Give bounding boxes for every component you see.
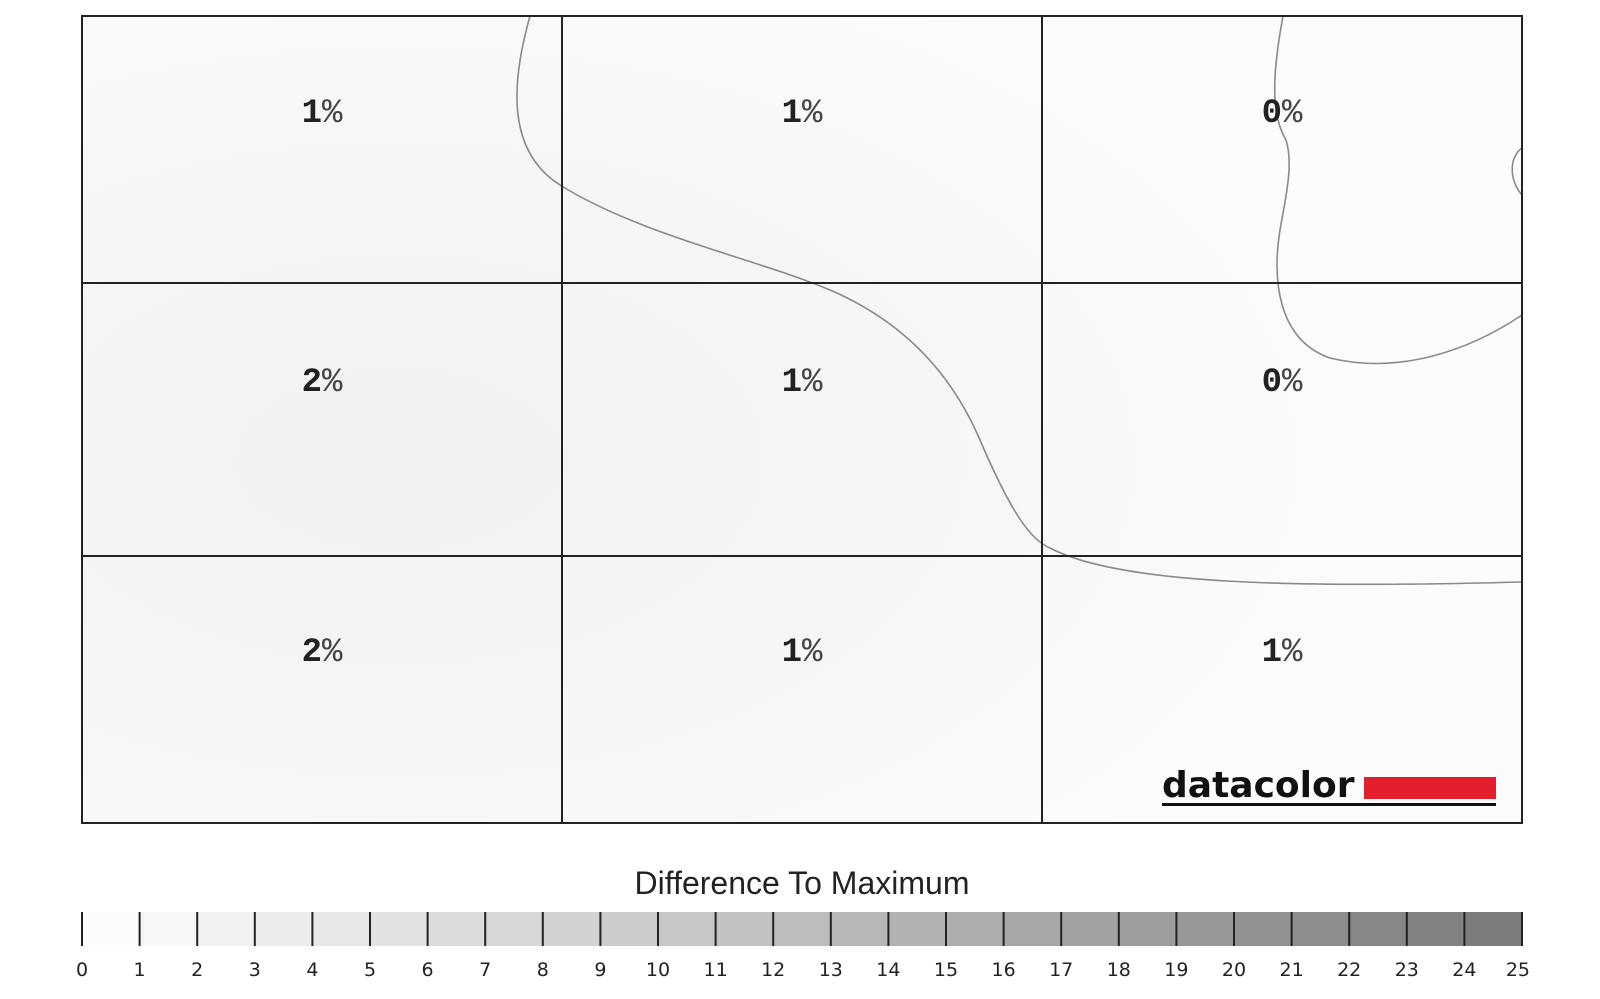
legend-swatch — [139, 912, 198, 946]
brand-name: datacolor — [1162, 765, 1355, 806]
legend-swatch — [1406, 912, 1465, 946]
cell-value-label: 2% — [302, 364, 343, 402]
cell-value-label: 2% — [302, 634, 343, 672]
legend-tick-label: 14 — [876, 959, 900, 981]
legend-tick-label: 0 — [76, 959, 88, 981]
heatmap-grid — [81, 15, 1523, 824]
legend-tick-label: 13 — [819, 959, 843, 981]
legend-swatch — [1349, 912, 1408, 946]
legend-tick-label: 24 — [1452, 959, 1476, 981]
legend-tick-labels: 0 1 2 3 4 5 6 7 8 9 10 11 12 13 14 15 16 17 18 19 20 21 22 23 24… — [76, 959, 1530, 981]
cell-value-label: 1% — [782, 364, 823, 402]
legend-swatch — [542, 912, 601, 946]
grid-border — [81, 15, 1523, 824]
legend-tick-label: 20 — [1222, 959, 1246, 981]
legend-swatch — [1061, 912, 1120, 946]
legend-swatch — [1176, 912, 1235, 946]
legend-tick-label: 6 — [422, 959, 434, 981]
legend-tick-label: 2 — [191, 959, 203, 981]
legend-tick-label: 17 — [1049, 959, 1073, 981]
cell-value-label: 0% — [1262, 364, 1303, 402]
cell-value-label: 1% — [782, 95, 823, 133]
legend-tick-label: 22 — [1337, 959, 1361, 981]
legend: Difference To Maximum 0 1 2 3 4 5 6 7 8 9 10 11 12 13… — [76, 865, 1530, 981]
cell-value-label: 1% — [1262, 634, 1303, 672]
legend-swatch — [485, 912, 544, 946]
legend-swatches — [82, 912, 1523, 946]
legend-tick-label: 8 — [537, 959, 549, 981]
brand-accent-bar — [1364, 777, 1496, 799]
legend-tick-label: 7 — [479, 959, 491, 981]
legend-tick-label: 18 — [1107, 959, 1131, 981]
legend-title: Difference To Maximum — [635, 865, 970, 901]
legend-tick-label: 21 — [1280, 959, 1304, 981]
legend-tick-label: 4 — [306, 959, 318, 981]
legend-swatch — [1464, 912, 1523, 946]
legend-swatch — [82, 912, 141, 946]
legend-swatch — [1003, 912, 1062, 946]
legend-tick-label: 3 — [249, 959, 261, 981]
legend-swatch — [658, 912, 717, 946]
legend-swatch — [888, 912, 947, 946]
heatmap-background — [82, 16, 1522, 823]
legend-tick-label: 11 — [704, 959, 728, 981]
legend-swatch — [1291, 912, 1350, 946]
contour-line — [1273, 15, 1523, 365]
cell-value-label: 1% — [782, 634, 823, 672]
legend-swatch — [600, 912, 659, 946]
legend-swatch — [1234, 912, 1293, 946]
legend-swatch — [946, 912, 1005, 946]
legend-swatch — [830, 912, 889, 946]
cell-labels: 1% 1% 0% 2% 1% 0% 2% 1% 1% — [302, 95, 1303, 672]
cell-value-label: 0% — [1262, 95, 1303, 133]
legend-tick-label: 19 — [1164, 959, 1188, 981]
legend-swatch — [197, 912, 256, 946]
legend-tick-label: 16 — [992, 959, 1016, 981]
datacolor-logo: datacolor — [1162, 765, 1496, 806]
brand-underline — [1162, 803, 1496, 806]
cell-value-label: 1% — [302, 95, 343, 133]
legend-swatch — [370, 912, 429, 946]
legend-swatch — [254, 912, 313, 946]
legend-tick-label: 9 — [594, 959, 606, 981]
legend-tick-label: 23 — [1395, 959, 1419, 981]
legend-swatch — [312, 912, 371, 946]
legend-tick-label: 5 — [364, 959, 376, 981]
legend-ticks — [81, 912, 1523, 946]
contour-lines — [516, 15, 1523, 586]
legend-swatch — [773, 912, 832, 946]
legend-swatch — [715, 912, 774, 946]
contour-line — [1511, 147, 1523, 196]
legend-tick-label: 10 — [646, 959, 670, 981]
legend-tick-label: 1 — [134, 959, 146, 981]
legend-tick-label: 25 — [1506, 959, 1530, 981]
legend-swatch — [1118, 912, 1177, 946]
legend-swatch — [427, 912, 486, 946]
legend-tick-label: 12 — [761, 959, 785, 981]
legend-tick-label: 15 — [934, 959, 958, 981]
contour-line — [516, 15, 1523, 586]
